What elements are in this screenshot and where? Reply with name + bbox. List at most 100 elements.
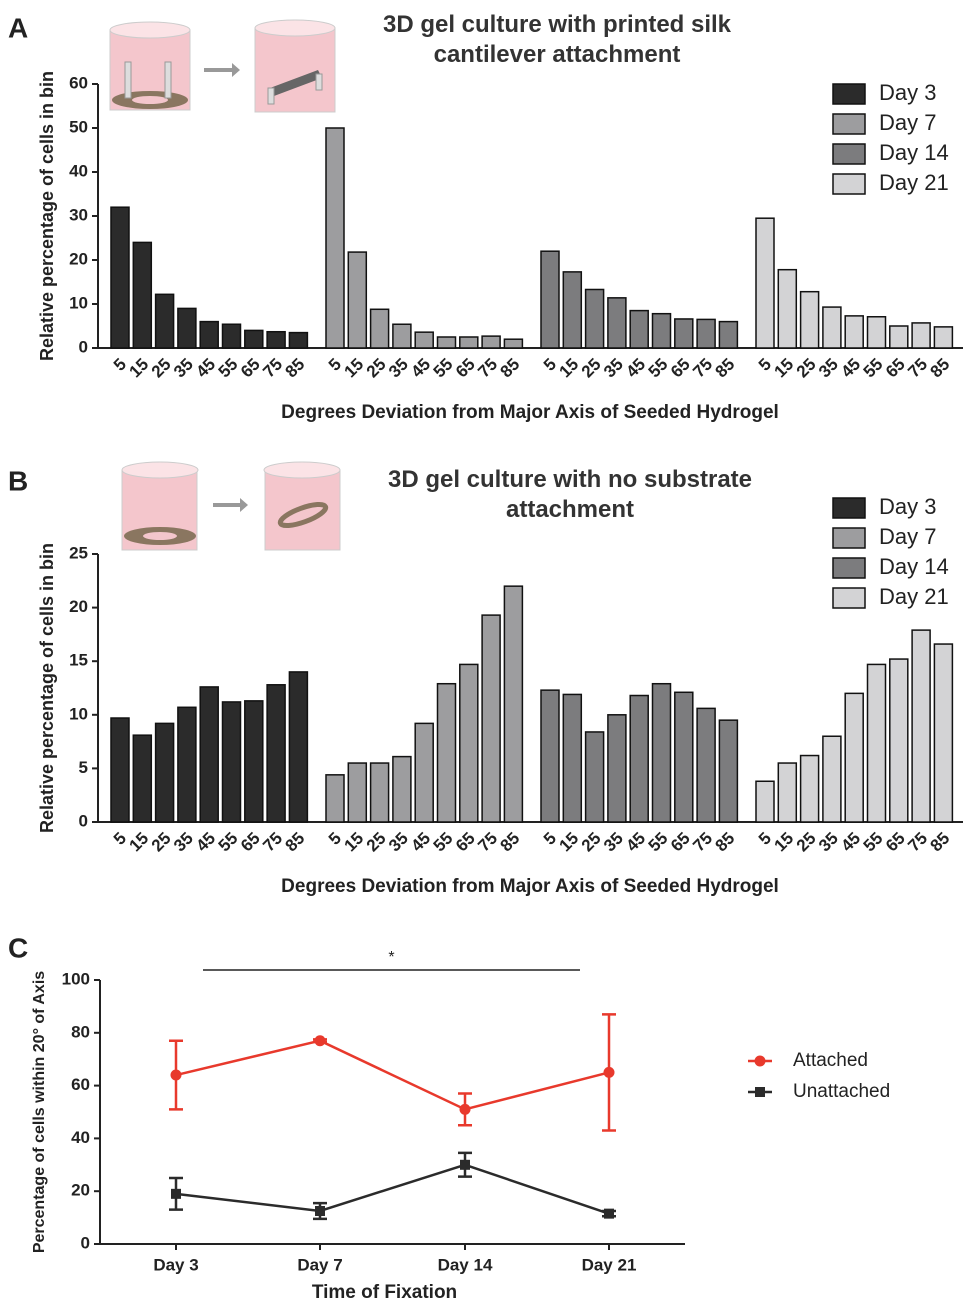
legend-swatch [832,557,866,579]
bar [629,309,649,349]
legend-label: Attached [793,1050,868,1071]
legend-label: Day 7 [879,110,936,135]
line [175,1163,610,1215]
legend-swatch [832,527,866,549]
bar [414,722,434,823]
y-tick-label: 0 [79,337,88,356]
bar [503,585,524,823]
bar [177,307,197,349]
y-tick-label: 20 [69,249,88,268]
panel-label: C [8,932,28,963]
legend-swatch [832,143,866,165]
bar [844,692,864,823]
bar [777,268,798,349]
x-tick-label: 5 [755,829,775,849]
legend-label: Day 3 [879,494,936,519]
y-tick-label: 80 [71,1022,90,1041]
x-tick-label: 85 [497,355,524,382]
bar [866,316,887,349]
bar [154,293,175,349]
icon-b [121,461,341,551]
legend-label: Day 21 [879,170,949,195]
x-tick-label: Day 21 [582,1255,637,1274]
bar [288,331,309,349]
bar [347,762,368,823]
chart-title: 3D gel culture with no substrate attachm… [387,466,753,523]
bar [718,320,739,349]
bar [392,323,412,349]
bar [584,731,605,823]
bar [777,762,798,823]
bar [889,325,909,349]
bar [459,663,479,823]
legend-label: Day 3 [879,80,936,105]
x-tick-label: 5 [540,829,560,849]
legend-label: Day 7 [879,524,936,549]
bar [607,297,627,349]
x-tick-label: 5 [755,355,775,375]
annotation: * [388,949,394,966]
bar [911,322,931,349]
x-tick-label: 85 [282,829,309,856]
bar [325,774,345,823]
bar [696,707,716,823]
legend-swatch [832,113,866,135]
bar [244,329,264,349]
y-tick-label: 25 [69,543,88,562]
y-tick-label: 40 [69,161,88,180]
bar [154,722,175,823]
y-tick-label: 5 [79,758,88,777]
bar [696,318,716,349]
y-axis-label: Percentage of cells within 20° of Axis [31,971,48,1253]
y-tick-label: 15 [69,651,88,670]
bar [911,629,931,823]
x-tick-label: 5 [110,355,130,375]
x-tick-label: 85 [282,355,309,382]
bar [933,326,954,349]
y-tick-label: 20 [71,1181,90,1200]
bar [799,754,820,823]
legend-label: Day 14 [879,140,949,165]
chart-title: 3D gel culture with printed silk cantile… [382,11,732,68]
bar [755,217,775,349]
marker [171,1188,181,1199]
x-tick-label: 85 [927,829,954,856]
bar [199,686,219,823]
legend-swatch [832,587,866,609]
x-tick-label: 85 [497,829,524,856]
x-tick-label: 85 [927,355,954,382]
bar [629,694,649,823]
y-tick-label: 60 [71,1075,90,1094]
x-axis-label: Time of Fixation [312,1282,457,1303]
bar [822,735,842,823]
bar [392,755,412,823]
legend-swatch [832,83,866,105]
marker [170,1069,182,1081]
x-tick-label: 5 [540,355,560,375]
marker [315,1206,325,1216]
bar [562,271,583,349]
bar [503,338,524,349]
y-tick-label: 40 [71,1128,90,1147]
legend-label: Unattached [793,1081,890,1102]
marker [459,1103,471,1115]
y-tick-label: 10 [69,293,88,312]
bar [436,682,457,823]
bar [866,663,887,823]
bar [221,701,242,823]
bar [540,689,560,823]
bar [177,706,197,823]
bar [325,127,345,349]
bar [132,734,153,823]
legend-marker [754,1055,766,1067]
bar [110,206,130,349]
bar [369,762,390,823]
panel-label: B [8,465,28,496]
legend-label: Day 14 [879,554,949,579]
bar [221,323,242,349]
bar [369,308,390,349]
x-axis-label: Degrees Deviation from Major Axis of See… [281,876,779,897]
legend-label: Day 21 [879,584,949,609]
bar [481,335,501,349]
